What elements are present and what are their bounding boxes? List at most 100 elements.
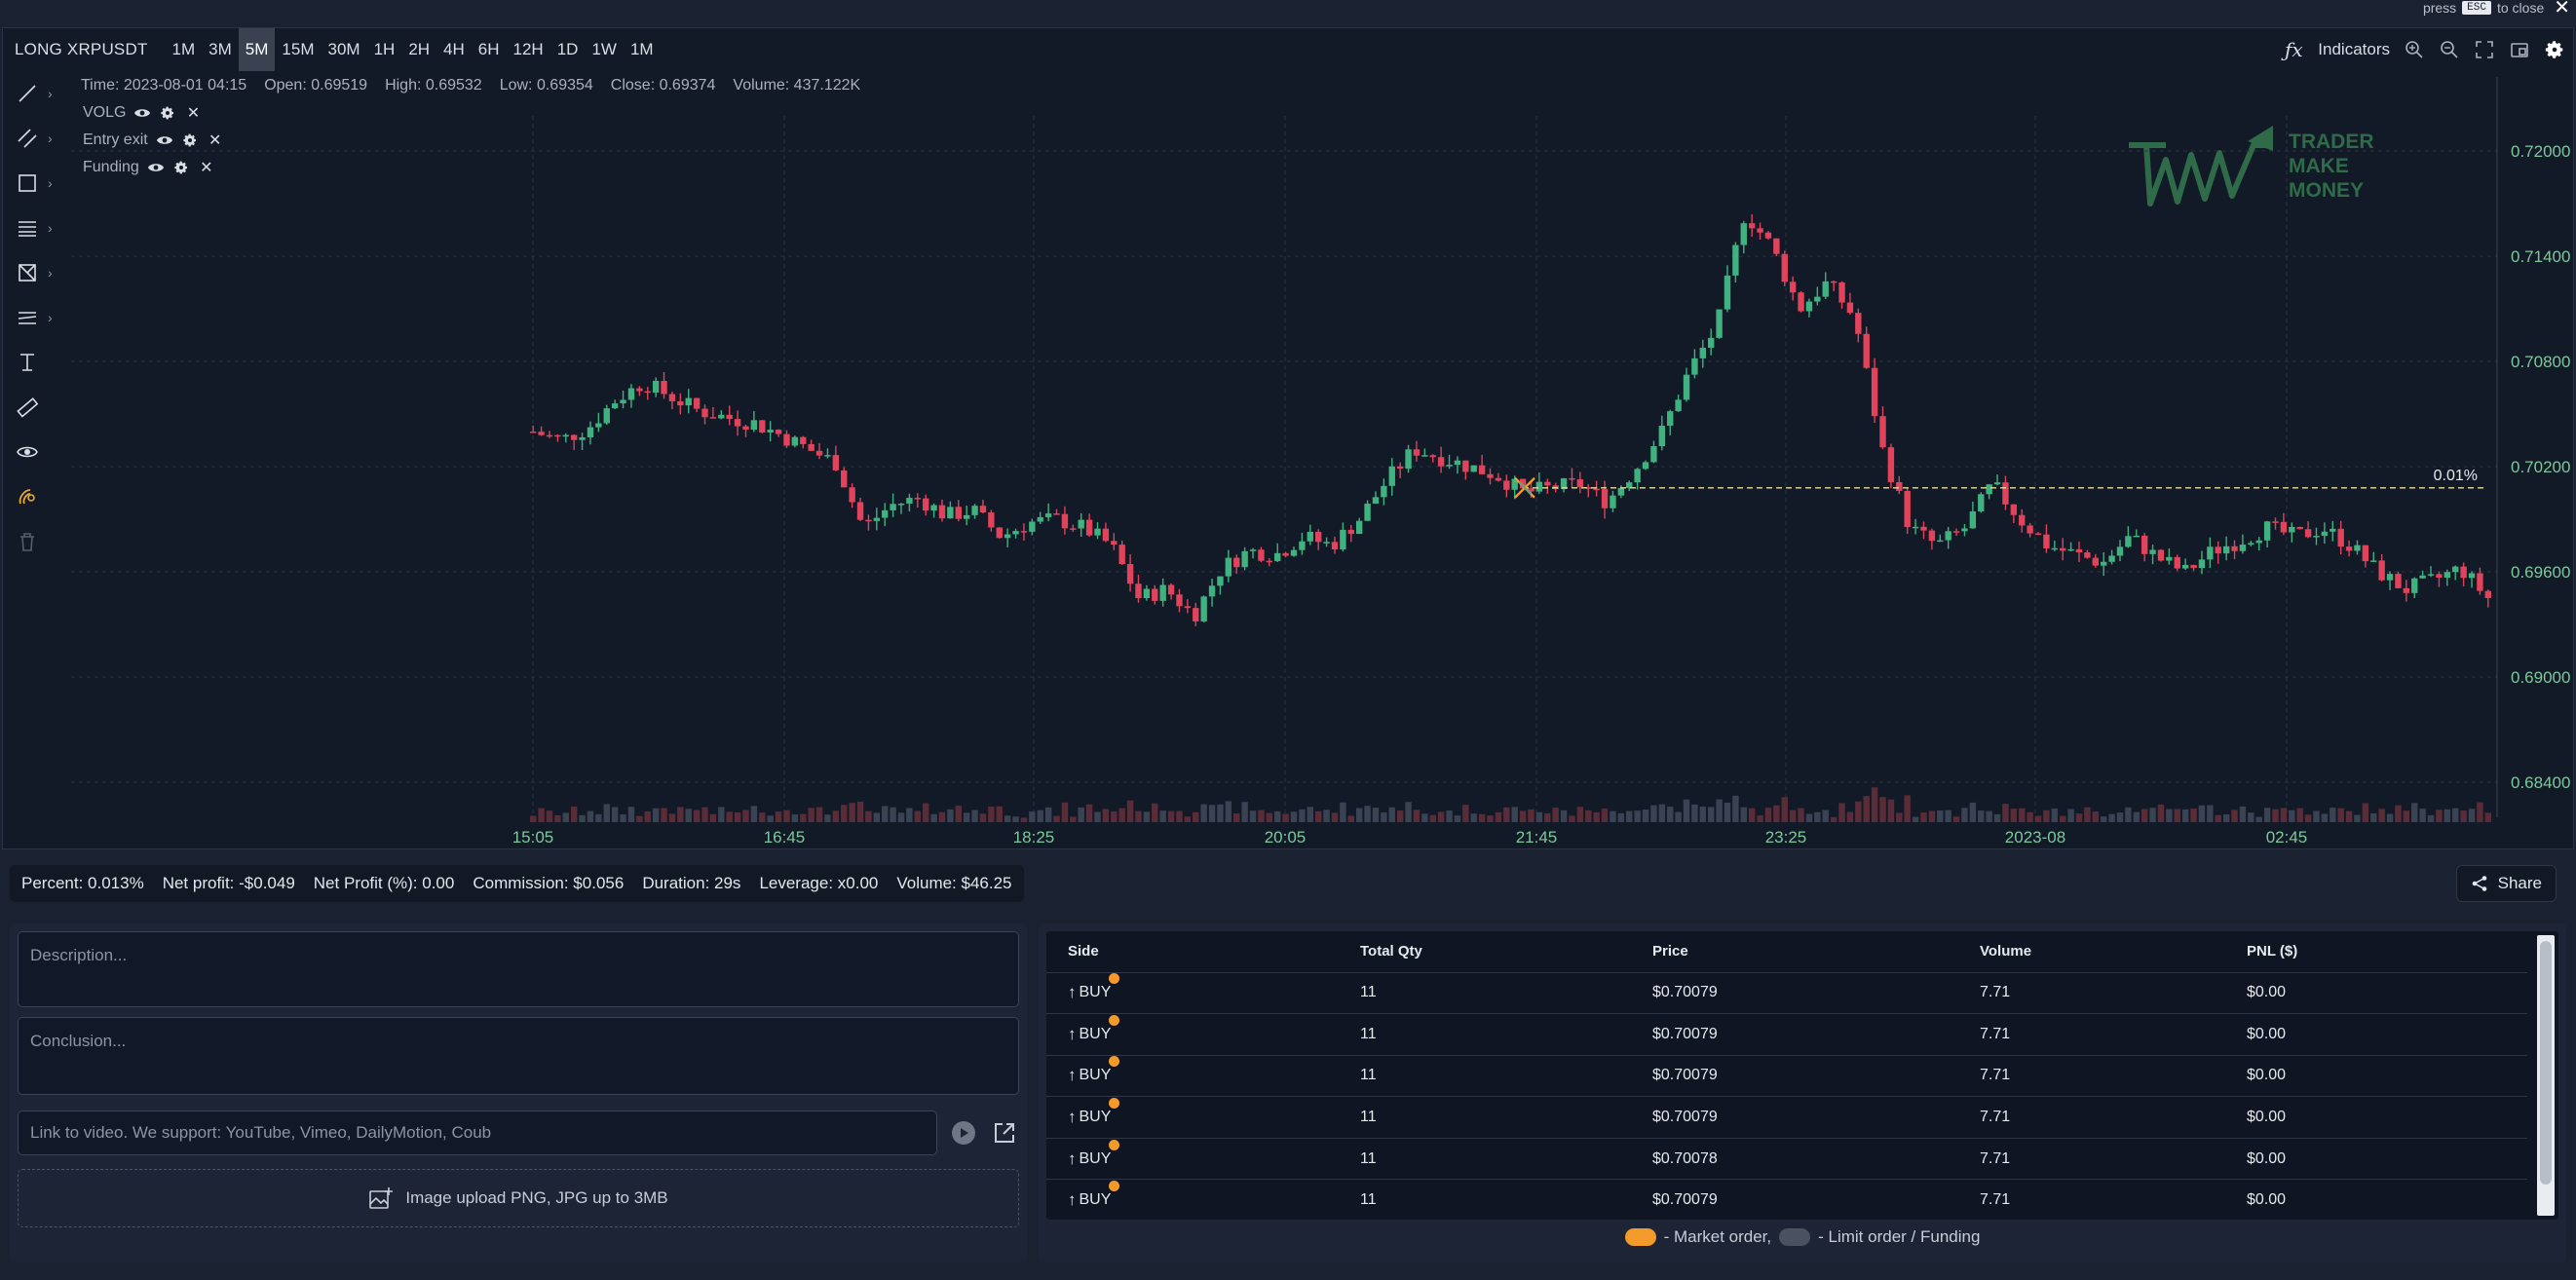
- candle-body: [1871, 367, 1878, 417]
- candle-body: [1887, 447, 1895, 482]
- volume-bar: [1978, 809, 1985, 822]
- eye-icon[interactable]: [133, 104, 151, 122]
- gear-icon[interactable]: [159, 104, 176, 122]
- candle-body: [1945, 531, 1951, 541]
- gear-icon[interactable]: [172, 159, 190, 176]
- magnet-tool[interactable]: [3, 474, 61, 519]
- volume-bar: [1258, 809, 1265, 822]
- text-tool[interactable]: [3, 340, 61, 385]
- volume-bar: [971, 809, 978, 822]
- tf-6h-button[interactable]: 6H: [477, 40, 500, 58]
- candle-body: [1642, 462, 1649, 470]
- arrow-up-icon: ↑: [1068, 1024, 1077, 1043]
- settings-gear-icon[interactable]: [2544, 39, 2565, 60]
- volume-bar: [2034, 815, 2042, 822]
- zoom-out-icon[interactable]: [2439, 39, 2460, 60]
- scrollbar-thumb[interactable]: [2540, 941, 2552, 1185]
- candle-body: [1626, 482, 1633, 488]
- chevron-right-icon[interactable]: ›: [48, 175, 53, 191]
- candle-body: [1217, 576, 1224, 586]
- volume-bar: [1274, 810, 1281, 822]
- conclusion-field[interactable]: Conclusion...: [18, 1017, 1019, 1095]
- tf-15m-button[interactable]: 15M: [282, 40, 315, 58]
- candle-body: [726, 414, 733, 420]
- channel-tool[interactable]: ›: [3, 116, 61, 161]
- indicator-row-funding: Funding ✕: [83, 159, 215, 176]
- function-icon[interactable]: ƒx: [2284, 38, 2303, 61]
- tf-5m-button[interactable]: 5M: [238, 28, 276, 71]
- candle-body: [2386, 574, 2394, 581]
- close-icon[interactable]: ✕: [200, 160, 213, 176]
- tf-1d-button[interactable]: 1D: [556, 40, 579, 58]
- visibility-tool[interactable]: [3, 430, 61, 474]
- video-link-input[interactable]: Link to video. We support: YouTube, Vime…: [18, 1111, 937, 1155]
- table-row[interactable]: ↑ BUY 11 $0.70078 7.71 $0.00: [1046, 1138, 2527, 1181]
- table-row[interactable]: ↑ BUY 11 $0.70079 7.71 $0.00: [1046, 972, 2527, 1015]
- indicator-name: Funding: [83, 159, 139, 175]
- ruler-tool[interactable]: [3, 385, 61, 430]
- image-upload-dropzone[interactable]: Image upload PNG, JPG up to 3MB: [18, 1169, 1019, 1227]
- volume-bar: [1610, 810, 1616, 822]
- orders-table-container[interactable]: Side Total Qty Price Volume PNL ($) ↑ BUY…: [1046, 931, 2558, 1220]
- close-icon[interactable]: ✕: [186, 105, 201, 122]
- tf-12h-button[interactable]: 12H: [512, 40, 544, 58]
- candle-body: [620, 399, 626, 404]
- cell-qty: 11: [1339, 1096, 1631, 1139]
- tf-1m-button[interactable]: 1M: [171, 40, 196, 58]
- volume-bar: [1781, 797, 1788, 822]
- tf-2h-button[interactable]: 2H: [408, 40, 431, 58]
- candle-body: [1044, 513, 1052, 517]
- candle-body: [1094, 528, 1101, 536]
- table-scrollbar[interactable]: [2537, 935, 2555, 1216]
- tf-1mo-button[interactable]: 1M: [629, 40, 654, 58]
- external-link-icon[interactable]: [990, 1118, 1019, 1148]
- play-icon[interactable]: [949, 1118, 978, 1148]
- forecast-tool[interactable]: ›: [3, 295, 61, 340]
- tf-1h-button[interactable]: 1H: [373, 40, 396, 58]
- tf-4h-button[interactable]: 4H: [443, 40, 465, 58]
- table-row[interactable]: ↑ BUY 11 $0.70079 7.71 $0.00: [1046, 1013, 2527, 1056]
- candle-body: [1576, 479, 1584, 488]
- close-icon[interactable]: ✕: [208, 132, 222, 149]
- eye-icon[interactable]: [147, 159, 165, 176]
- chevron-right-icon[interactable]: ›: [48, 310, 53, 325]
- gear-icon[interactable]: [181, 132, 199, 149]
- chevron-right-icon[interactable]: ›: [48, 86, 53, 101]
- pattern-tool[interactable]: ›: [3, 250, 61, 295]
- volume-bar: [1708, 807, 1715, 822]
- volume-bar: [693, 809, 701, 822]
- volume-bar: [1814, 811, 1821, 822]
- delete-tool[interactable]: [3, 519, 61, 564]
- candle-body: [1732, 245, 1739, 276]
- candle-body: [1724, 275, 1731, 310]
- stat-percent: Percent: 0.013%: [21, 874, 144, 892]
- chevron-right-icon[interactable]: ›: [48, 265, 53, 281]
- volume-bar: [644, 810, 651, 822]
- description-field[interactable]: Description...: [18, 931, 1019, 1007]
- fullscreen-icon[interactable]: [2474, 39, 2495, 60]
- table-row[interactable]: ↑ BUY 11 $0.70079 7.71 $0.00: [1046, 1055, 2527, 1098]
- candle-body: [1200, 596, 1207, 621]
- eye-icon[interactable]: [156, 132, 173, 149]
- line-tool[interactable]: ›: [3, 71, 61, 116]
- candle-body: [841, 470, 848, 488]
- tf-3m-button[interactable]: 3M: [208, 40, 232, 58]
- candle-body: [800, 436, 807, 444]
- share-button[interactable]: Share: [2455, 865, 2557, 902]
- rectangle-tool[interactable]: ›: [3, 161, 61, 206]
- screenshot-icon[interactable]: [2509, 39, 2530, 60]
- fib-tool[interactable]: ›: [3, 206, 61, 250]
- volume-bar: [2157, 804, 2165, 822]
- tf-30m-button[interactable]: 30M: [327, 40, 360, 58]
- candle-body: [1266, 560, 1273, 563]
- table-row[interactable]: ↑ BUY 11 $0.70079 7.71 $0.00: [1046, 1096, 2527, 1139]
- volume-bar: [2468, 809, 2476, 822]
- chevron-right-icon[interactable]: ›: [48, 131, 53, 146]
- esc-key: ESC: [2462, 1, 2491, 15]
- zoom-in-icon[interactable]: [2404, 39, 2425, 60]
- indicators-button[interactable]: Indicators: [2318, 40, 2390, 58]
- close-icon[interactable]: ✕: [2554, 0, 2570, 19]
- chevron-right-icon[interactable]: ›: [48, 220, 53, 236]
- table-row[interactable]: ↑ BUY 11 $0.70079 7.71 $0.00: [1046, 1179, 2527, 1220]
- tf-1w-button[interactable]: 1W: [591, 40, 617, 58]
